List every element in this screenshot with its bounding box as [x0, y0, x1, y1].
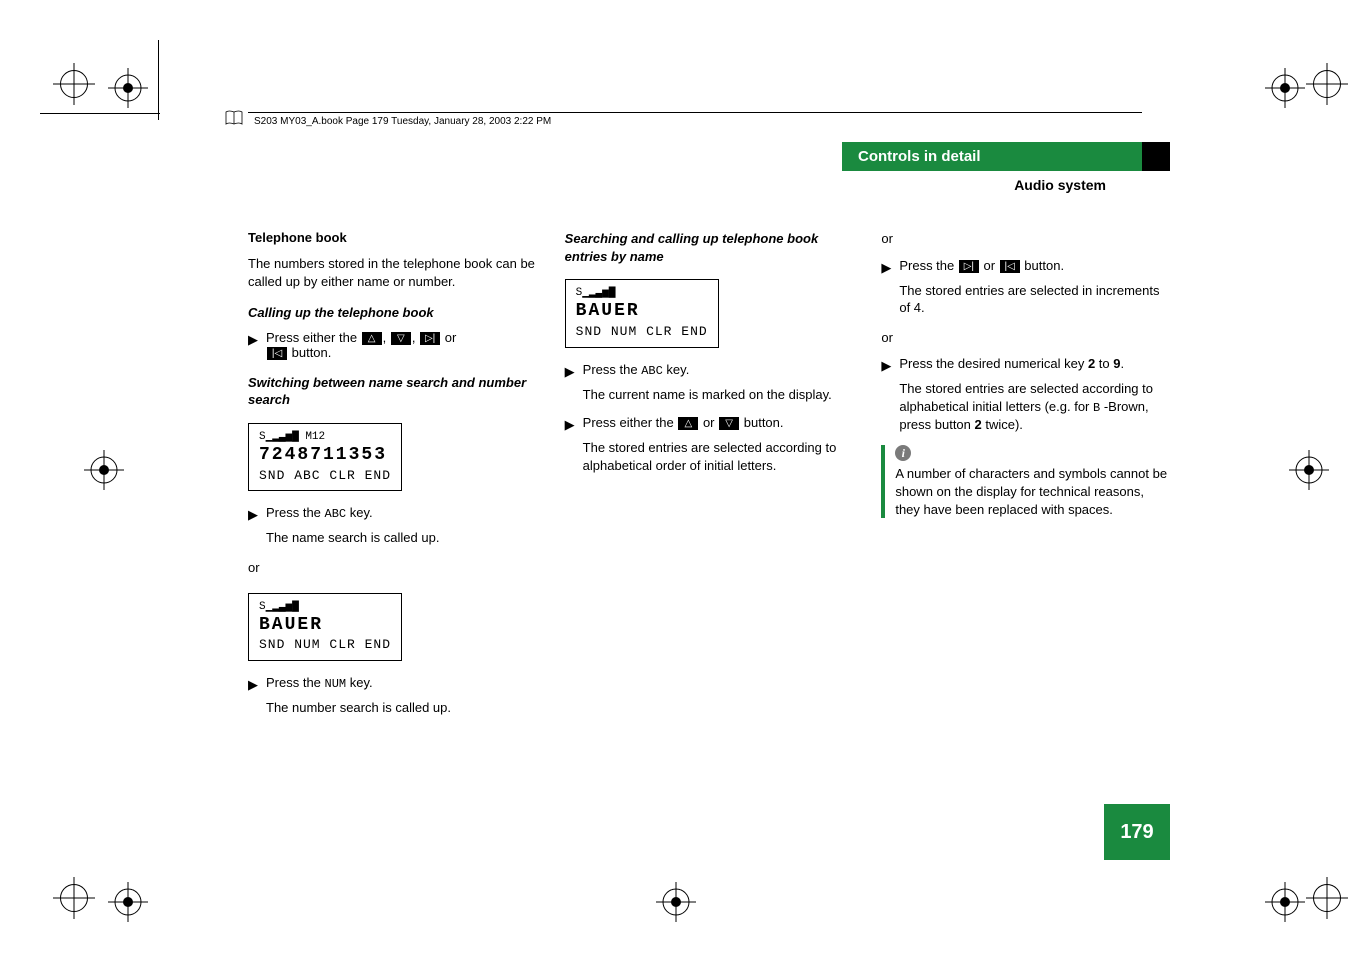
heading-switching: Switching between name search and number… — [248, 374, 537, 409]
down-button-icon: ▽ — [719, 417, 739, 430]
key-abc: ABC — [641, 364, 663, 378]
up-button-icon: △ — [362, 332, 382, 345]
info-text: A number of characters and symbols canno… — [895, 465, 1170, 518]
guide — [158, 40, 159, 120]
lcd-softkeys: SND NUM CLR END — [259, 637, 391, 654]
thumb-tab — [1142, 142, 1170, 171]
step-text: Press the ABC key. — [266, 505, 373, 521]
section-title: Controls in detail — [842, 142, 1142, 171]
lcd-display-number: S▁▂▃▅▇ M12 7248711353 SND ABC CLR END — [248, 423, 402, 492]
lcd-display-search: S▁▂▃▅▇ BAUER SND NUM CLR END — [565, 279, 719, 348]
lcd-signal: S▁▂▃▅▇ M12 — [259, 430, 391, 444]
result-alpha-initial: The stored entries are selected accordin… — [899, 380, 1170, 433]
step-press-abc: ▶ Press the ABC key. — [248, 505, 537, 523]
heading-telephone-book: Telephone book — [248, 230, 537, 245]
lcd-main: BAUER — [576, 300, 708, 323]
result-increments: The stored entries are selected in incre… — [899, 282, 1170, 317]
heading-searching: Searching and calling up telephone book … — [565, 230, 854, 265]
prev-button-icon: |◁ — [267, 347, 287, 360]
key-num: NUM — [325, 677, 347, 691]
step-text: Press either the △ or ▽ button. — [583, 415, 784, 430]
key-2-ref: 2 — [975, 417, 982, 432]
para-intro: The numbers stored in the telephone book… — [248, 255, 537, 290]
content-columns: Telephone book The numbers stored in the… — [248, 230, 1170, 729]
manual-page: S203 MY03_A.book Page 179 Tuesday, Janua… — [160, 90, 1200, 870]
heading-calling-up: Calling up the telephone book — [248, 304, 537, 322]
section-header: Controls in detail Audio system — [842, 142, 1142, 193]
bullet-icon: ▶ — [248, 677, 258, 693]
step-text: Press the desired numerical key 2 to 9. — [899, 356, 1124, 371]
lcd-main: BAUER — [259, 614, 391, 637]
sub-section: Audio system — [842, 177, 1106, 193]
prev-button-icon: |◁ — [1000, 260, 1020, 273]
step-text: Press either the △, ▽, ▷| or |◁ button. — [266, 330, 456, 360]
lcd-softkeys: SND ABC CLR END — [259, 468, 391, 485]
step-press-updown: ▶ Press either the △ or ▽ button. — [565, 415, 854, 433]
or-label: or — [881, 329, 1170, 347]
result-number-search: The number search is called up. — [266, 699, 537, 717]
up-button-icon: △ — [678, 417, 698, 430]
step-press-either: ▶ Press either the △, ▽, ▷| or |◁ button… — [248, 330, 537, 360]
bullet-icon: ▶ — [881, 260, 891, 276]
book-icon — [224, 108, 244, 128]
or-label: or — [881, 230, 1170, 248]
column-2: Searching and calling up telephone book … — [565, 230, 854, 729]
bullet-icon: ▶ — [565, 417, 575, 433]
next-button-icon: ▷| — [420, 332, 440, 345]
step-press-numkey: ▶ Press the desired numerical key 2 to 9… — [881, 356, 1170, 374]
step-text: Press the NUM key. — [266, 675, 373, 691]
lcd-display-name: S▁▂▃▅▇ BAUER SND NUM CLR END — [248, 593, 402, 662]
lcd-softkeys: SND NUM CLR END — [576, 324, 708, 341]
bullet-icon: ▶ — [248, 332, 258, 348]
column-3: or ▶ Press the ▷| or |◁ button. The stor… — [881, 230, 1170, 729]
result-current-name: The current name is marked on the displa… — [583, 386, 854, 404]
step-press-nextprev: ▶ Press the ▷| or |◁ button. — [881, 258, 1170, 276]
key-abc: ABC — [325, 507, 347, 521]
info-icon: i — [895, 445, 911, 461]
bullet-icon: ▶ — [881, 358, 891, 374]
bullet-icon: ▶ — [565, 364, 575, 380]
guide — [40, 113, 160, 114]
result-name-search: The name search is called up. — [266, 529, 537, 547]
step-press-abc-2: ▶ Press the ABC key. — [565, 362, 854, 380]
bullet-icon: ▶ — [248, 507, 258, 523]
step-press-num: ▶ Press the NUM key. — [248, 675, 537, 693]
or-label: or — [248, 559, 537, 577]
lcd-signal: S▁▂▃▅▇ — [259, 600, 391, 614]
step-text: Press the ▷| or |◁ button. — [899, 258, 1064, 273]
step-text: Press the ABC key. — [583, 362, 690, 378]
lcd-signal: S▁▂▃▅▇ — [576, 286, 708, 300]
section-title-text: Controls in detail — [858, 148, 981, 165]
lcd-main: 7248711353 — [259, 444, 391, 467]
info-note: i A number of characters and symbols can… — [881, 445, 1170, 518]
result-alpha-order: The stored entries are selected accordin… — [583, 439, 854, 474]
next-button-icon: ▷| — [959, 260, 979, 273]
page-number: 179 — [1104, 804, 1170, 860]
down-button-icon: ▽ — [391, 332, 411, 345]
column-1: Telephone book The numbers stored in the… — [248, 230, 537, 729]
book-meta: S203 MY03_A.book Page 179 Tuesday, Janua… — [254, 116, 551, 127]
header-rule — [248, 112, 1142, 113]
